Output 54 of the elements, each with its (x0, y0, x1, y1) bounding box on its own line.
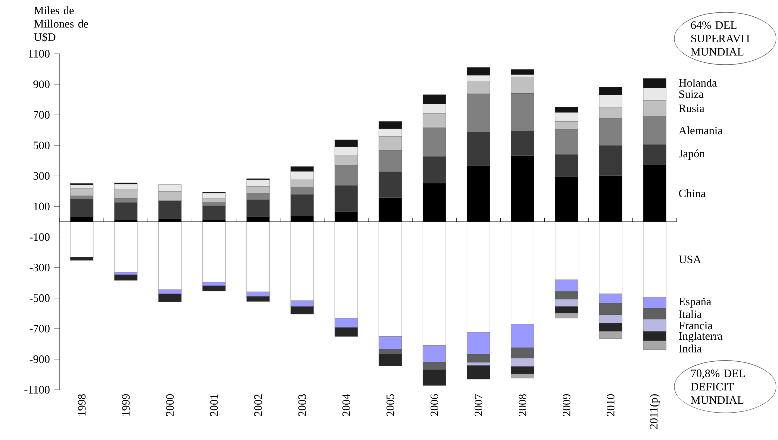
y-tick-label: 100 (34, 202, 50, 211)
bar (511, 69, 534, 76)
y-tick-label: 500 (34, 142, 50, 150)
series-label: China (679, 190, 706, 198)
series-label: Inglaterra (679, 332, 723, 342)
x-tick-label: 1999 (122, 394, 130, 416)
bar (202, 206, 226, 220)
y-tick-label: -1100 (24, 386, 50, 394)
bar (158, 294, 182, 302)
bar (70, 188, 94, 196)
x-tick-label: 2005 (386, 394, 394, 416)
x-tick-label: 2004 (342, 394, 350, 416)
bar (114, 274, 138, 281)
series-label: Japón (679, 150, 706, 160)
y-tick-label: -100 (30, 233, 50, 242)
x-tick-label: 2001 (210, 394, 218, 416)
x-tick-label: 2003 (298, 394, 306, 416)
bar (70, 199, 94, 218)
bar (114, 202, 138, 220)
y-tick-label: 700 (34, 111, 50, 119)
text: 70,8% DEL DEFICIT MUNDIAL (691, 370, 746, 404)
y-tick-label: 1100 (29, 50, 50, 58)
series-label: USA (679, 256, 702, 264)
y-tick-label: -500 (30, 294, 50, 302)
series-label: Rusia (679, 104, 704, 112)
x-tick-label: 2008 (518, 394, 527, 416)
series-label: Italia (679, 310, 702, 318)
x-tick-label: 2010 (607, 394, 615, 416)
x-tick-label: 2011(p) (650, 394, 660, 430)
text: 64% DEL SUPERAVIT MUNDIAL (691, 22, 752, 56)
bar (114, 222, 138, 272)
series-label: Suiza (680, 90, 704, 98)
bar (202, 286, 226, 292)
x-tick-label: 2000 (166, 394, 174, 416)
x-tick-label: 2007 (474, 394, 482, 416)
bar (158, 222, 182, 290)
x-tick-label: 1998 (78, 394, 86, 416)
y-tick-label: -700 (30, 325, 50, 333)
y-tick-label: -900 (30, 356, 50, 364)
y-tick-label: -300 (30, 264, 50, 272)
series-label: Francia (679, 322, 713, 330)
series-label: España (679, 298, 712, 308)
series-label: India (679, 344, 702, 353)
y-axis-title: Miles de Millones de U$D (34, 6, 88, 42)
bar (467, 366, 490, 380)
bar (70, 222, 94, 258)
y-tick-label: 900 (34, 80, 50, 88)
series-label: Alemania (678, 126, 723, 135)
y-tick-label: 300 (34, 172, 50, 180)
series-label: Holanda (679, 78, 718, 87)
x-tick-label: 2006 (430, 394, 438, 416)
bar (202, 222, 226, 282)
x-tick-label: 2002 (254, 394, 262, 416)
x-tick-label: 2009 (563, 394, 571, 416)
